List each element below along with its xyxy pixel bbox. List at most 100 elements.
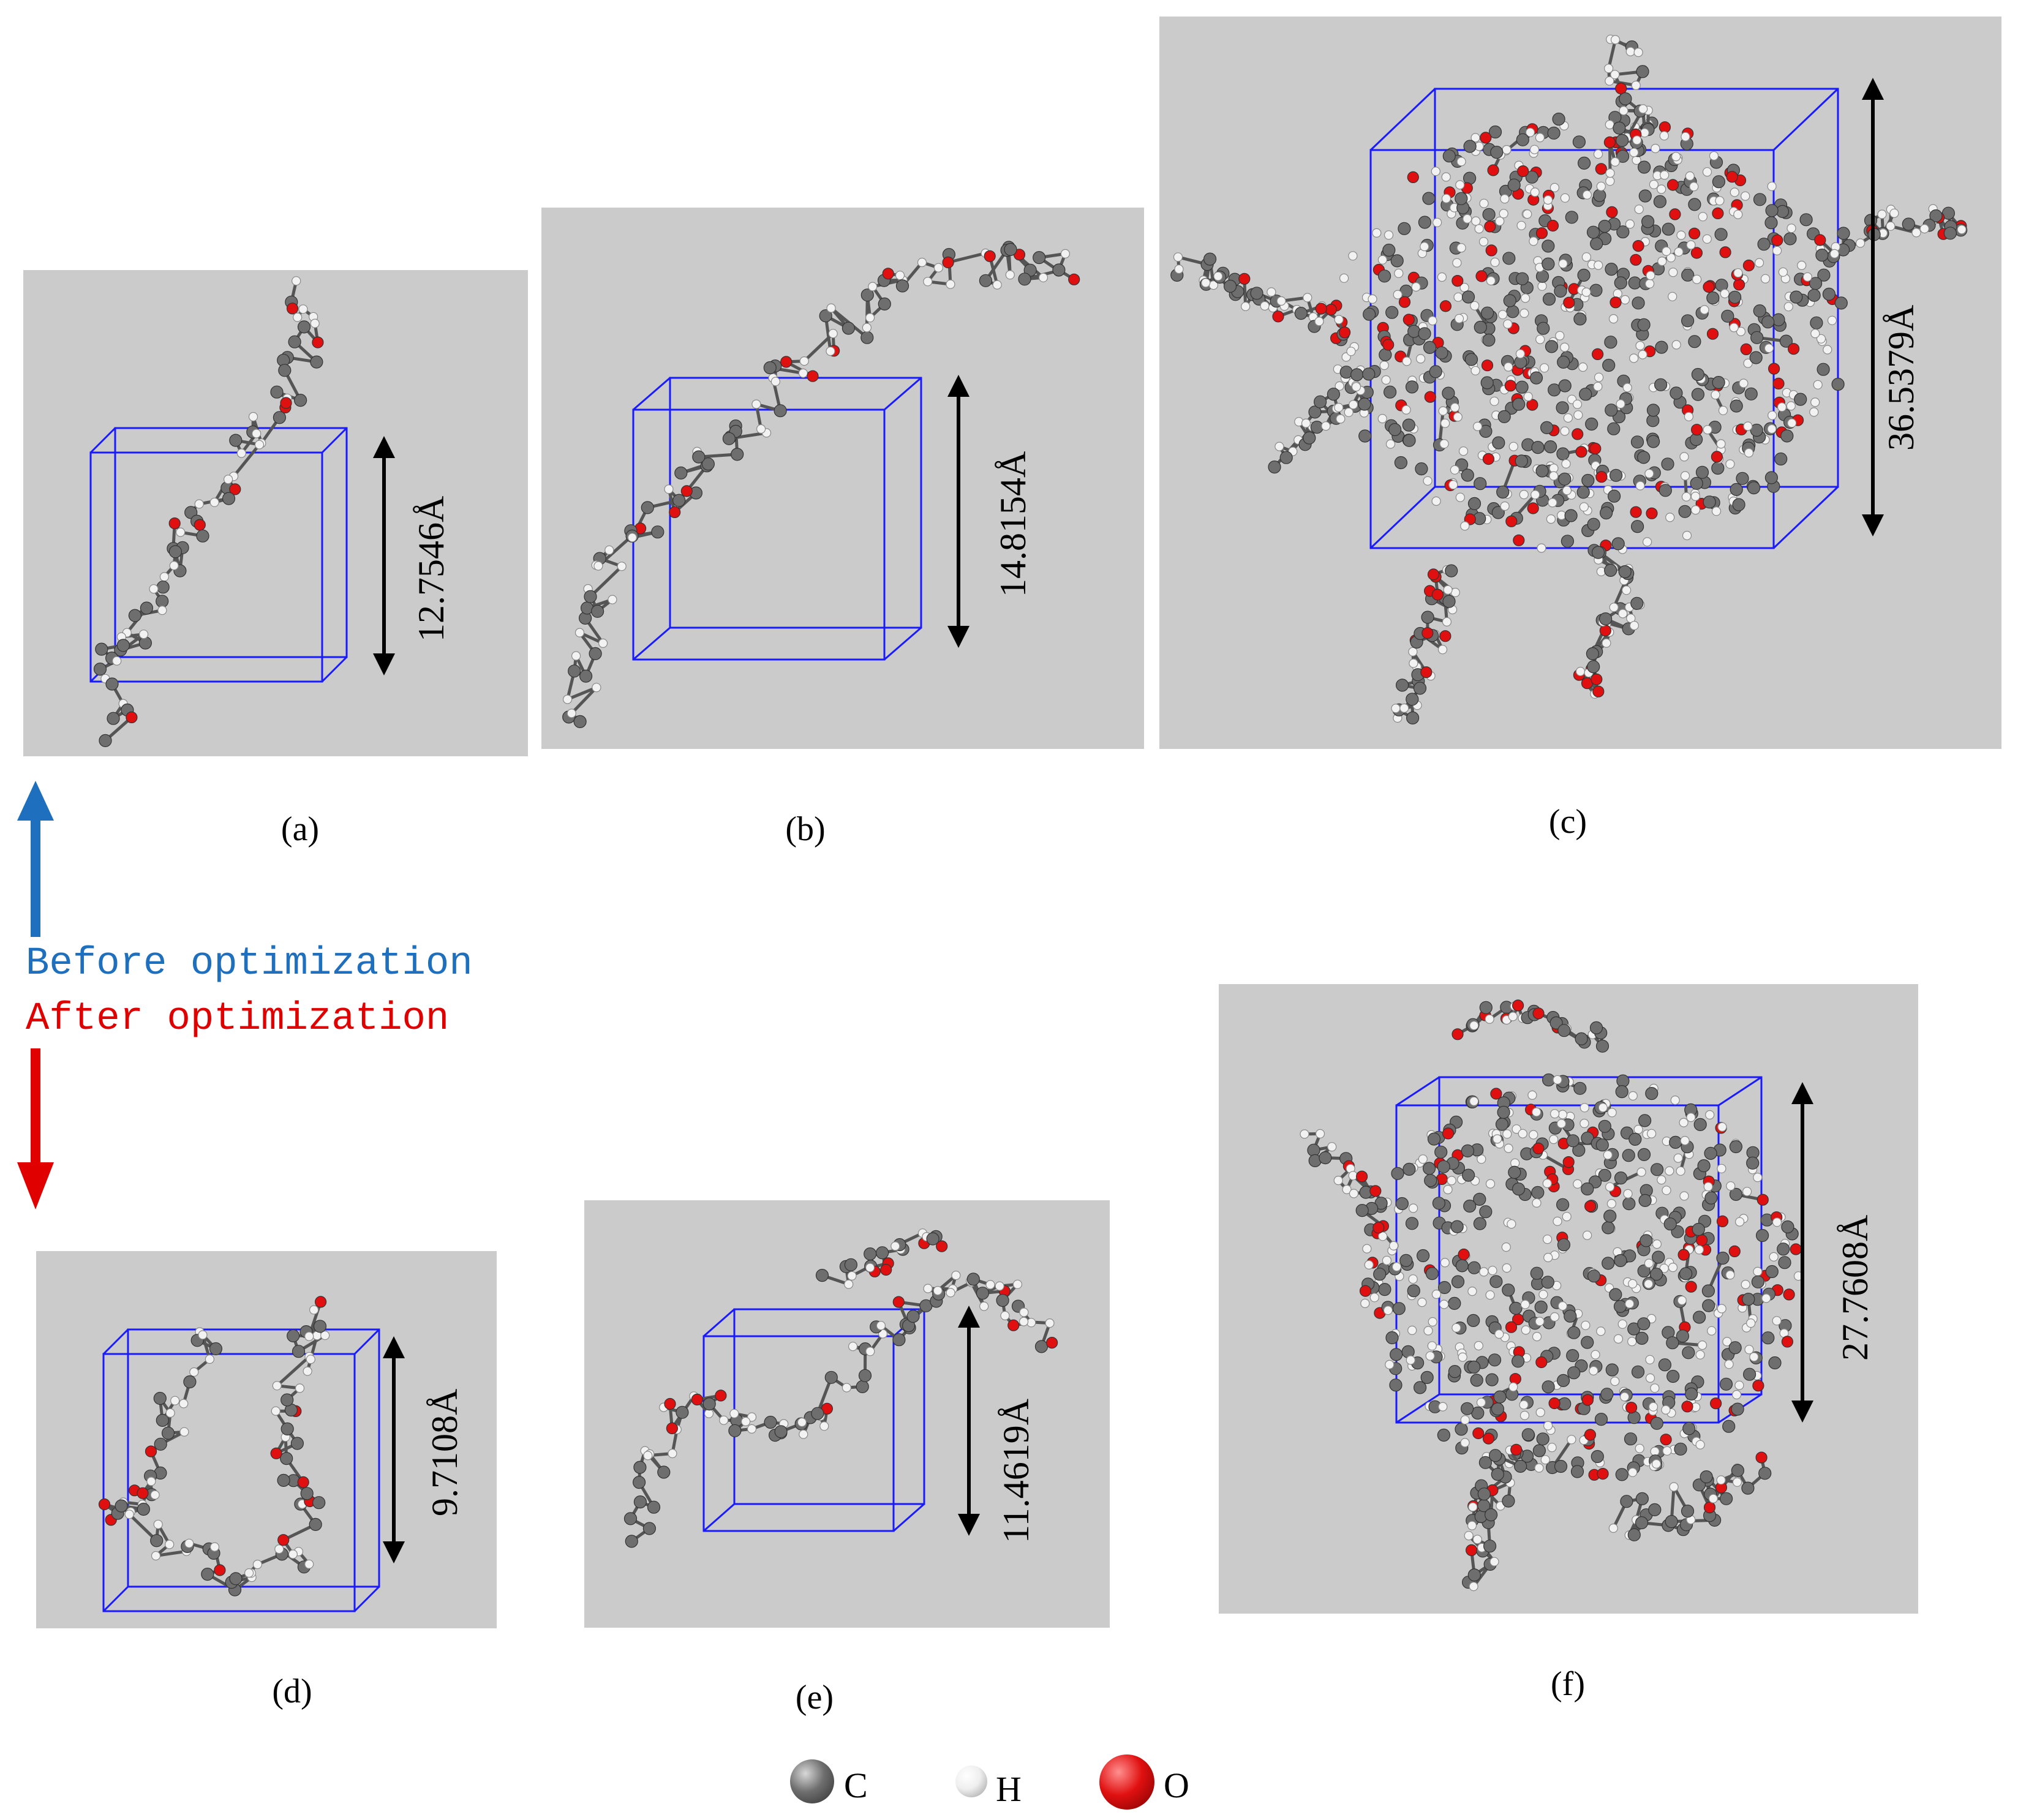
hydrogen-atom: [923, 1284, 933, 1293]
oxygen-atom: [1706, 328, 1719, 340]
hydrogen-atom: [1348, 1171, 1358, 1181]
oxygen-atom: [280, 397, 292, 409]
carbon-atom: [996, 1293, 1009, 1307]
carbon-atom: [1595, 1039, 1610, 1053]
carbon-atom: [1609, 468, 1623, 482]
oxygen-atom: [1591, 348, 1604, 361]
hydrogen-atom: [1438, 406, 1448, 416]
carbon-atom: [1902, 217, 1915, 231]
oxygen-atom: [1584, 1429, 1597, 1441]
hydrogen-atom: [254, 440, 265, 449]
carbon-atom: [811, 1407, 824, 1420]
carbon-atom: [1268, 460, 1281, 474]
carbon-atom: [1631, 1365, 1645, 1378]
carbon-atom: [270, 385, 284, 399]
carbon-atom: [1616, 1074, 1630, 1088]
carbon-atom: [1554, 1459, 1568, 1473]
hydrogen-atom: [236, 448, 246, 458]
carbon-atom: [1418, 216, 1431, 229]
hydrogen-atom: [1467, 1287, 1477, 1296]
hydrogen-atom: [1644, 279, 1655, 288]
oxygen-atom: [1572, 428, 1584, 440]
hydrogen-atom: [1562, 486, 1572, 495]
hydrogen-atom: [1813, 380, 1823, 389]
hydrogen-atom: [179, 1427, 189, 1437]
hydrogen-atom: [1702, 234, 1712, 244]
carbon-atom: [926, 1232, 939, 1246]
hydrogen-atom: [1402, 356, 1412, 366]
simulation-box: [702, 1308, 925, 1532]
carbon-atom: [1697, 1159, 1711, 1173]
legend-carbon-label: C: [844, 1765, 868, 1805]
hydrogen-atom: [1540, 1455, 1550, 1465]
hydrogen-atom: [1529, 236, 1538, 246]
oxygen-atom: [1728, 1245, 1741, 1257]
hydrogen-atom: [664, 484, 674, 494]
hydrogen-atom: [1725, 459, 1735, 469]
carbon-atom: [277, 1473, 290, 1487]
legend-oxygen-label: O: [1164, 1765, 1189, 1805]
hydrogen-atom: [1499, 209, 1508, 219]
carbon-atom: [107, 712, 120, 725]
hydrogen-atom: [1549, 471, 1559, 481]
carbon-atom: [1593, 189, 1606, 202]
carbon-atom: [1692, 1310, 1706, 1324]
carbon-atom: [1646, 404, 1660, 417]
molecule-cloud: [1330, 111, 1848, 557]
oxygen-atom: [1512, 999, 1524, 1012]
carbon-atom: [1399, 1254, 1413, 1267]
panel-d-scene: [98, 1296, 380, 1612]
hydrogen-atom: [1644, 1279, 1654, 1289]
carbon-atom: [1834, 296, 1848, 310]
hydrogen-atom: [799, 356, 809, 366]
hydrogen-atom: [917, 257, 927, 268]
hydrogen-atom: [1651, 143, 1660, 154]
oxygen-atom: [1407, 171, 1419, 183]
hydrogen-atom: [1327, 1142, 1337, 1152]
hydrogen-atom: [1407, 1325, 1417, 1336]
hydrogen-atom: [1420, 242, 1429, 252]
carbon-atom: [1581, 1131, 1594, 1145]
hydrogen-atom: [1732, 1477, 1742, 1487]
hydrogen-atom: [1423, 1326, 1433, 1336]
hydrogen-atom: [1670, 1096, 1680, 1105]
hydrogen-atom: [1797, 260, 1807, 270]
oxygen-atom: [1790, 1243, 1802, 1255]
carbon-atom: [731, 448, 744, 461]
carbon-atom: [1488, 125, 1502, 139]
carbon-atom: [1605, 1363, 1619, 1377]
carbon-atom: [1688, 198, 1701, 211]
hydrogen-atom: [1241, 301, 1251, 311]
carbon-atom: [1704, 1191, 1718, 1205]
dimension-label-b: 14.8154Å: [993, 451, 1033, 597]
carbon-atom: [876, 1246, 889, 1260]
panel-b-molecule-view: [541, 208, 1144, 749]
hydrogen-atom: [1333, 1176, 1343, 1186]
carbon-atom: [1616, 133, 1629, 147]
hydrogen-atom: [1456, 243, 1466, 253]
oxygen-atom: [1475, 270, 1488, 282]
hydrogen-atom: [756, 424, 766, 434]
oxygen-atom: [1646, 507, 1658, 519]
carbon-atom: [1470, 1374, 1483, 1387]
carbon-atom: [1392, 1302, 1406, 1315]
hydrogen-atom: [1578, 362, 1588, 372]
carbon-atom: [1490, 146, 1504, 159]
carbon-atom: [1529, 371, 1543, 385]
hydrogen-atom: [1725, 1270, 1735, 1280]
hydrogen-atom: [1440, 1258, 1450, 1268]
hydrogen-atom: [1768, 410, 1777, 420]
molecule-chain: [562, 241, 1080, 729]
hydrogen-atom: [1399, 703, 1409, 713]
hydrogen-atom: [1610, 1376, 1620, 1386]
hydrogen-atom: [303, 1366, 312, 1376]
carbon-atom: [1512, 397, 1526, 411]
hydrogen-atom: [1703, 425, 1712, 435]
panel-b-scene: [562, 241, 1080, 729]
hydrogen-atom: [1680, 1136, 1690, 1146]
hydrogen-atom: [1005, 270, 1015, 280]
carbon-atom: [1607, 489, 1621, 503]
hydrogen-atom: [1439, 439, 1449, 449]
carbon-atom: [701, 457, 715, 471]
carbon-atom: [1721, 309, 1734, 323]
